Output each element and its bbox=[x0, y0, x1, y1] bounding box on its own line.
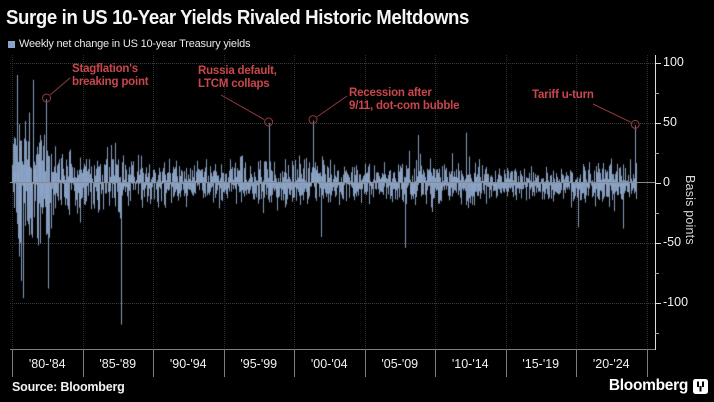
x-tick-2000 bbox=[294, 349, 295, 377]
annotation-label-0: Stagflation's breaking point bbox=[72, 63, 149, 88]
x-tick-1985 bbox=[82, 349, 84, 377]
y-minor-tick--25 bbox=[655, 213, 659, 214]
x-tick-2010 bbox=[435, 349, 436, 377]
x-tick-label-8: '20-'24 bbox=[592, 357, 630, 371]
y-axis-title: Basis points bbox=[683, 175, 697, 245]
y-minor-tick-25 bbox=[655, 153, 659, 154]
x-tick-label-0: '80-'84 bbox=[28, 357, 66, 371]
x-tick-2025 bbox=[646, 349, 648, 377]
y-tick-label-100: 100 bbox=[663, 55, 684, 69]
y-tick-label-50: 50 bbox=[663, 115, 677, 129]
y-tick--50 bbox=[655, 243, 661, 244]
x-tick-1995 bbox=[223, 349, 225, 377]
x-tick-label-5: '05-'09 bbox=[381, 357, 419, 371]
x-axis-line bbox=[10, 349, 656, 350]
x-tick-label-1: '85-'89 bbox=[99, 357, 137, 371]
y-axis-line bbox=[655, 55, 656, 350]
y-tick--100 bbox=[655, 303, 661, 304]
x-tick-2015 bbox=[505, 349, 507, 377]
x-tick-label-3: '95-'99 bbox=[240, 357, 278, 371]
source-credit: Source: Bloomberg bbox=[12, 380, 125, 394]
bloomberg-brand: Bloomberg bbox=[609, 377, 708, 395]
chart-title: Surge in US 10-Year Yields Rivaled Histo… bbox=[6, 7, 470, 29]
legend-label: Weekly net change in US 10-year Treasury… bbox=[19, 38, 251, 50]
x-tick-label-4: '00-'04 bbox=[310, 357, 348, 371]
y-minor-tick--125 bbox=[655, 333, 659, 334]
y-tick-label--100: -100 bbox=[663, 295, 689, 309]
chart-legend: Weekly net change in US 10-year Treasury… bbox=[8, 38, 250, 50]
bloomberg-wordmark: Bloomberg bbox=[608, 377, 688, 394]
x-tick-2005 bbox=[364, 349, 366, 377]
x-tick-1990 bbox=[153, 349, 154, 377]
bloomberg-terminal-icon bbox=[693, 378, 708, 394]
legend-swatch-icon bbox=[8, 40, 15, 48]
y-tick-50 bbox=[655, 123, 661, 124]
y-tick-label--50: -50 bbox=[663, 235, 682, 249]
y-tick-label-0: 0 bbox=[663, 175, 670, 189]
y-tick-100 bbox=[655, 63, 661, 64]
zero-baseline bbox=[10, 182, 655, 183]
y-tick-0 bbox=[655, 183, 661, 184]
x-tick-label-2: '90-'94 bbox=[169, 357, 207, 371]
x-tick-2020 bbox=[576, 349, 577, 377]
x-tick-1980 bbox=[12, 349, 13, 377]
annotation-label-2: Recession after 9/11, dot-com bubble bbox=[349, 87, 460, 112]
annotation-label-3: Tariff u-turn bbox=[532, 89, 594, 101]
x-tick-label-6: '10-'14 bbox=[451, 357, 489, 371]
y-minor-tick--75 bbox=[655, 273, 659, 274]
x-tick-label-7: '15-'19 bbox=[522, 357, 560, 371]
annotation-label-1: Russia default, LTCM collaps bbox=[198, 65, 277, 90]
y-minor-tick-75 bbox=[655, 93, 659, 94]
